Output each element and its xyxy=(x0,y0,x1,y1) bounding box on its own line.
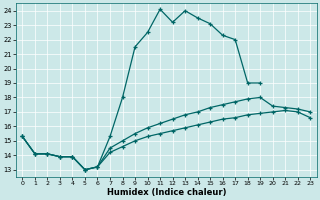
X-axis label: Humidex (Indice chaleur): Humidex (Indice chaleur) xyxy=(107,188,226,197)
